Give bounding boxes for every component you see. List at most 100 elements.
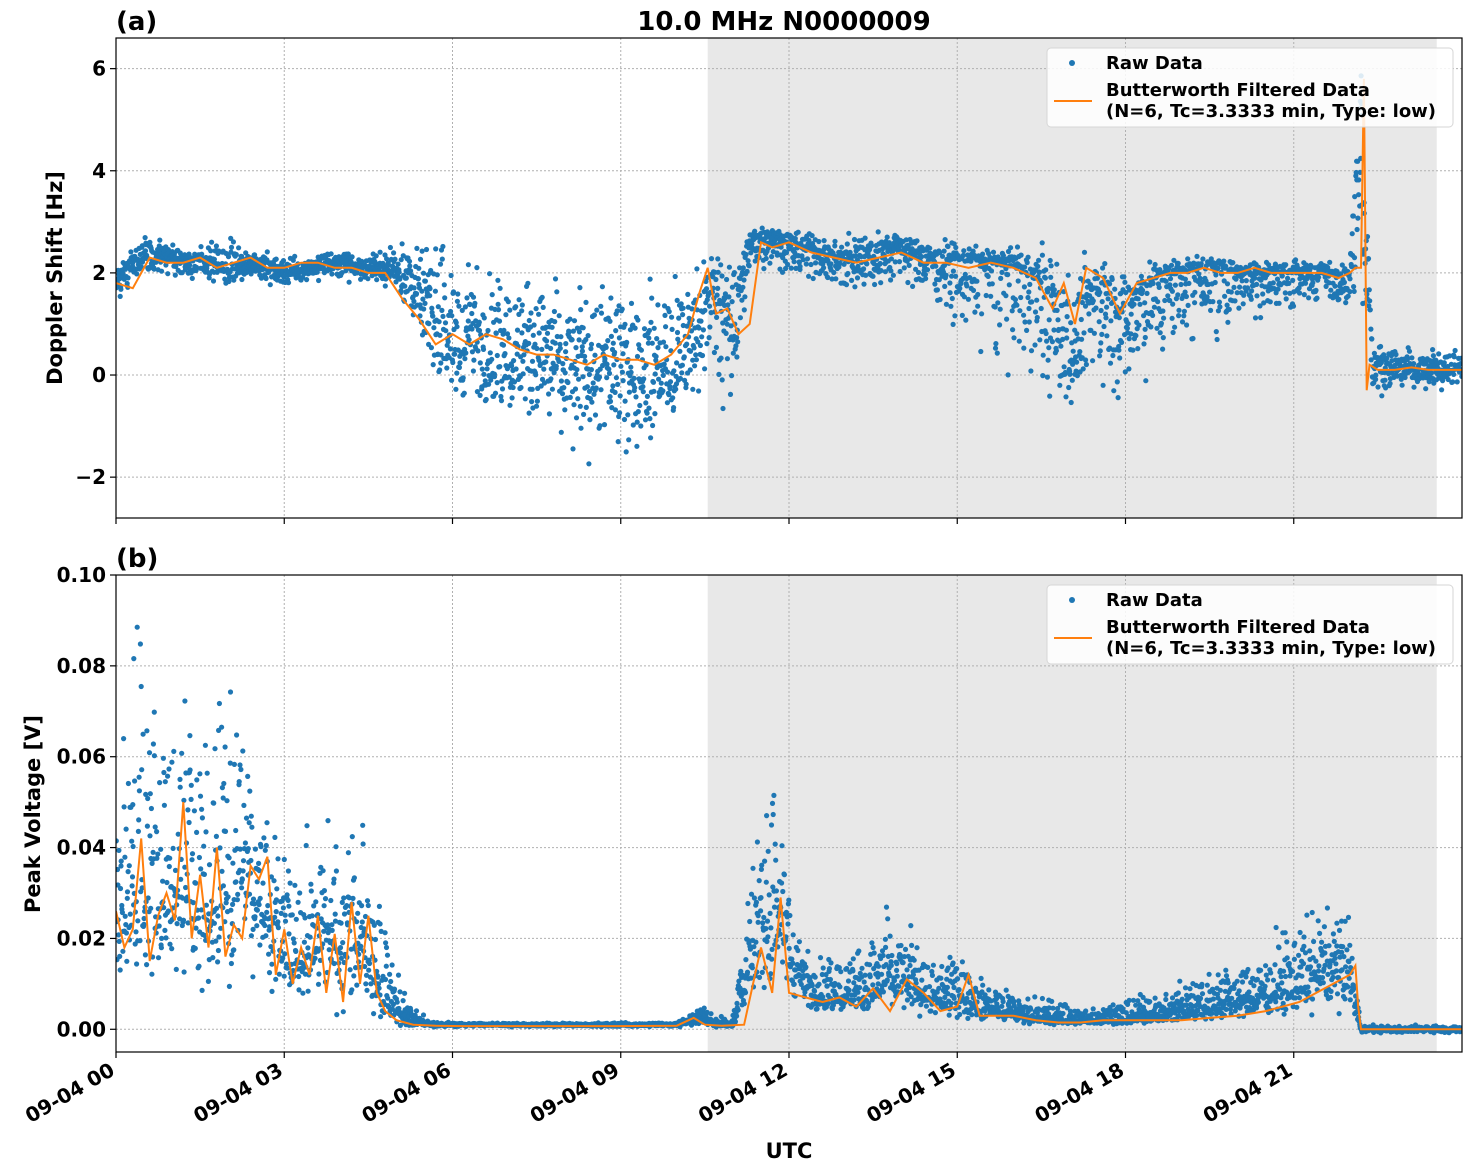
- panel-a-raw-point: [741, 307, 747, 313]
- panel-a-raw-point: [1170, 301, 1176, 307]
- panel-b-raw-point: [249, 824, 255, 830]
- panel-a-raw-point: [1182, 289, 1188, 295]
- panel-a-raw-point: [638, 423, 644, 429]
- panel-a-raw-point: [1306, 295, 1312, 301]
- panel-a-raw-point: [1034, 297, 1040, 303]
- panel-b-raw-point: [191, 808, 197, 814]
- panel-a-raw-point: [646, 327, 653, 334]
- panel-a-raw-point: [452, 351, 458, 357]
- panel-a-raw-point: [1114, 379, 1120, 385]
- panel-a-raw-point: [516, 311, 522, 317]
- panel-a-raw-point: [1063, 394, 1069, 400]
- panel-b-raw-point: [140, 731, 146, 737]
- panel-b-raw-point: [196, 854, 202, 861]
- panel-a-raw-point: [1316, 274, 1322, 280]
- panel-a-raw-point: [1225, 319, 1231, 325]
- panel-a-raw-point: [973, 243, 979, 249]
- panel-a-raw-point: [427, 293, 433, 299]
- panel-b-raw-point: [297, 890, 303, 896]
- panel-a-raw-point: [1367, 298, 1373, 304]
- panel-a-raw-point: [494, 380, 500, 386]
- panel-b-raw-point: [364, 987, 370, 993]
- panel-a-raw-point: [407, 263, 413, 269]
- panel-a-raw-point: [1094, 275, 1100, 281]
- panel-a-raw-point: [1402, 374, 1408, 381]
- panel-a-raw-point: [1257, 303, 1263, 309]
- panel-a-raw-point: [1179, 319, 1186, 325]
- panel-b-raw-point: [245, 773, 251, 780]
- panel-b-raw-point: [316, 971, 322, 977]
- panel-a-raw-point: [654, 336, 660, 342]
- panel-a-raw-point: [1128, 331, 1134, 337]
- panel-a-raw-point: [454, 298, 460, 304]
- panel-b-raw-point: [227, 760, 233, 766]
- panel-a-raw-point: [640, 384, 646, 390]
- panel-a-raw-point: [1100, 265, 1106, 271]
- panel-b-raw-point: [199, 815, 205, 821]
- panel-a-raw-point: [497, 285, 503, 291]
- panel-b-raw-point: [189, 851, 196, 857]
- panel-a-raw-point: [450, 359, 456, 366]
- panel-a-raw-point: [540, 304, 546, 310]
- panel-a-raw-point: [1353, 169, 1359, 176]
- panel-a-raw-point: [1175, 260, 1181, 266]
- panel-b-raw-point: [166, 863, 172, 870]
- panel-a-raw-point: [1355, 215, 1361, 221]
- panel-b-raw-point: [382, 976, 389, 983]
- panel-a-raw-point: [558, 334, 564, 340]
- panel-a-raw-point: [573, 415, 580, 421]
- panel-a-raw-point: [650, 379, 657, 385]
- panel-a-raw-point: [674, 329, 681, 336]
- panel-b-raw-point: [141, 915, 147, 922]
- panel-a-raw-point: [222, 276, 228, 282]
- panel-a-raw-point: [714, 292, 720, 298]
- panel-a-raw-point: [634, 353, 641, 360]
- panel-a-raw-point: [1183, 293, 1189, 300]
- panel-a-raw-point: [1099, 331, 1105, 337]
- panel-a-raw-point: [1178, 281, 1184, 288]
- panel-a-raw-point: [979, 311, 985, 317]
- panel-b-raw-point: [180, 895, 186, 901]
- panel-a-raw-point: [664, 369, 671, 375]
- panel-a-raw-point: [1232, 298, 1238, 304]
- panel-a-raw-point: [992, 345, 999, 351]
- panel-a-raw-point: [1138, 273, 1144, 279]
- panel-a-raw-point: [671, 405, 677, 411]
- panel-a-raw-point: [763, 255, 769, 262]
- panel-a-raw-point: [157, 237, 163, 243]
- panel-b-raw-point: [136, 774, 142, 780]
- panel-b-raw-point: [144, 728, 150, 734]
- panel-a-raw-point: [872, 281, 878, 288]
- panel-a-raw-point: [945, 243, 951, 250]
- panel-a-raw-point: [677, 375, 684, 382]
- panel-a-raw-point: [578, 307, 584, 313]
- panel-a-raw-point: [644, 410, 650, 416]
- panel-a-raw-point: [559, 391, 566, 397]
- panel-a-raw-point: [461, 390, 467, 396]
- panel-a-raw-point: [888, 268, 894, 274]
- panel-a-raw-point: [1347, 276, 1353, 282]
- panel-b-raw-point: [116, 847, 122, 854]
- panel-a-raw-point: [810, 275, 816, 282]
- panel-a-raw-point: [493, 330, 499, 336]
- panel-a-raw-point: [620, 351, 626, 357]
- panel-b-raw-point: [350, 895, 356, 902]
- panel-a-raw-point: [437, 367, 443, 373]
- panel-a-raw-point: [520, 358, 526, 364]
- panel-a-raw-point: [519, 302, 525, 308]
- panel-a-raw-point: [548, 345, 554, 351]
- panel-a-raw-point: [724, 276, 730, 283]
- panel-b-raw-point: [173, 966, 179, 973]
- panel-a-raw-point: [959, 312, 965, 318]
- panel-a-raw-point: [655, 302, 661, 308]
- panel-a-raw-point: [471, 357, 477, 363]
- panel-b-raw-point: [348, 946, 354, 952]
- panel-a-raw-point: [574, 367, 580, 373]
- panel-a-raw-point: [652, 411, 658, 417]
- panel-a-raw-point: [684, 323, 690, 329]
- panel-a-raw-point: [1230, 260, 1236, 266]
- panel-a-raw-point: [1058, 343, 1064, 349]
- panel-a-raw-point: [1192, 300, 1198, 306]
- panel-a-raw-point: [898, 242, 904, 248]
- panel-b-raw-point: [248, 813, 254, 819]
